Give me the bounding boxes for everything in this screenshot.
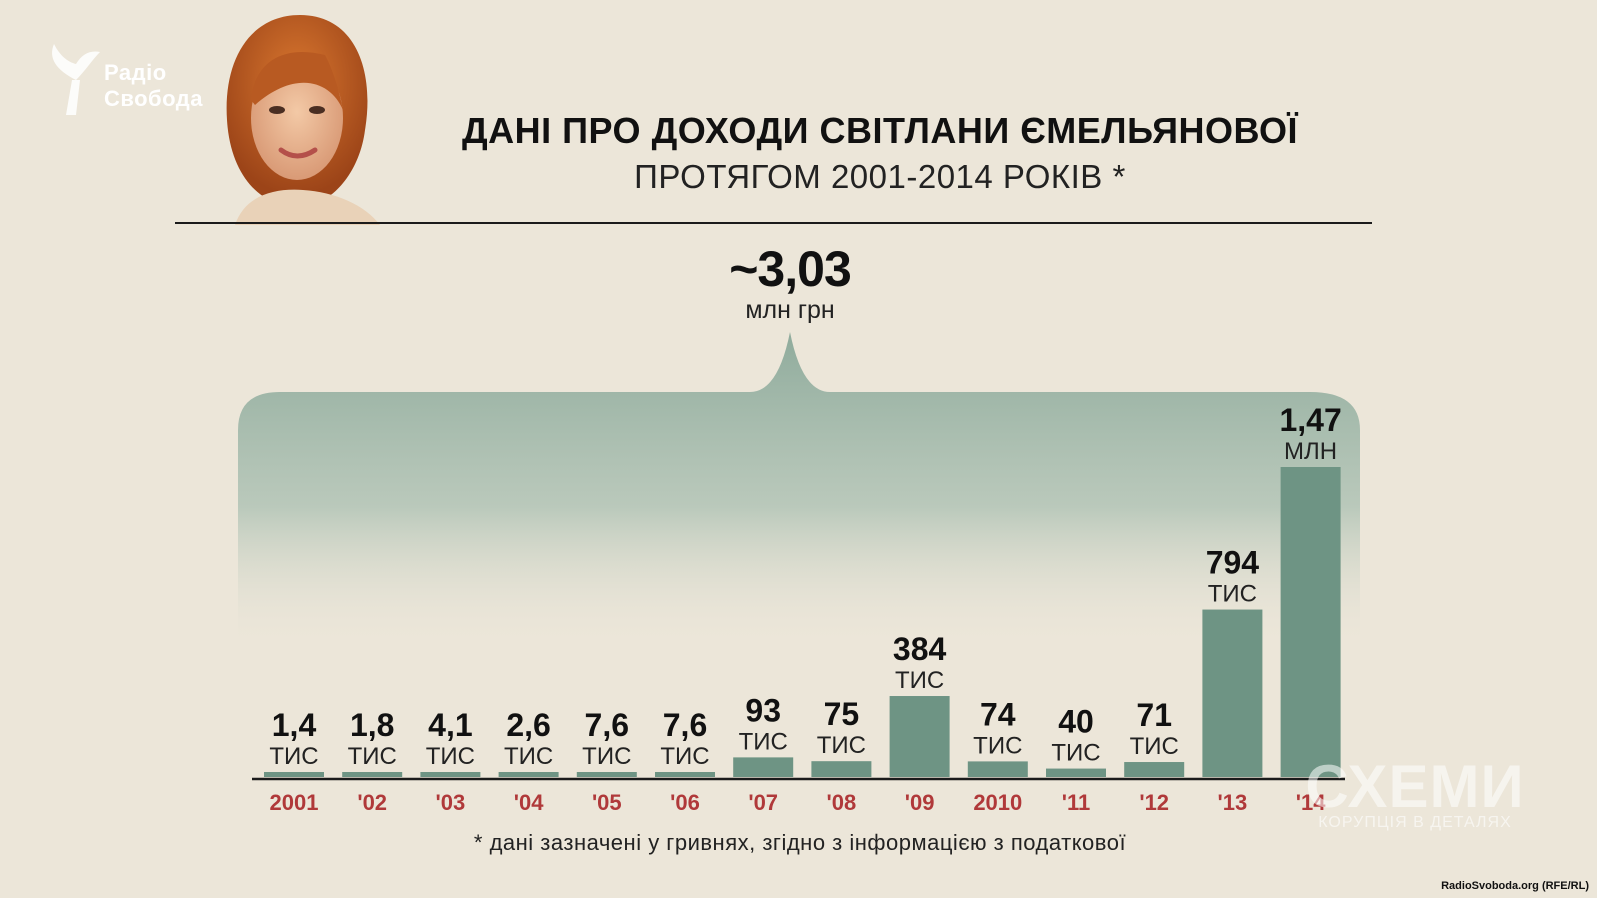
bar-value-label-8: 384 <box>893 631 947 667</box>
bar-unit-label-13: МЛН <box>1284 438 1337 465</box>
bar-value-label-0: 1,4 <box>272 707 317 743</box>
bar-value-label-3: 2,6 <box>506 707 550 743</box>
bar-unit-label-9: ТИС <box>973 732 1022 759</box>
bars-group: 1,4ТИС20011,8ТИС'024,1ТИС'032,6ТИС'047,6… <box>264 402 1342 815</box>
header-divider <box>175 222 1372 224</box>
x-tick-label-5: '06 <box>670 790 700 815</box>
logo-line1: Радіо <box>104 60 167 85</box>
total-unit: млн грн <box>745 296 835 324</box>
x-tick-label-8: '09 <box>905 790 935 815</box>
bar-unit-label-4: ТИС <box>582 743 631 770</box>
bar-unit-label-11: ТИС <box>1130 733 1179 760</box>
bar-9 <box>967 761 1028 777</box>
total-value: ~3,03 <box>729 241 852 297</box>
flame-icon <box>52 44 100 115</box>
bar-10 <box>1046 768 1106 777</box>
bar-value-label-2: 4,1 <box>428 707 472 743</box>
bar-unit-label-7: ТИС <box>817 732 866 759</box>
x-tick-label-1: '02 <box>357 790 387 815</box>
bar-4 <box>576 772 637 777</box>
bar-unit-label-1: ТИС <box>348 743 397 770</box>
bar-12 <box>1202 609 1263 777</box>
bar-value-label-10: 40 <box>1058 704 1094 740</box>
chart-title: ДАНІ ПРО ДОХОДИ СВІТЛАНИ ЄМЕЛЬЯНОВОЇ <box>462 110 1298 151</box>
bar-unit-label-12: ТИС <box>1208 581 1257 608</box>
schemy-watermark-subtitle: КОРУПЦІЯ В ДЕТАЛЯХ <box>1318 814 1512 831</box>
bar-unit-label-10: ТИС <box>1051 740 1100 767</box>
total-brace <box>238 332 1360 650</box>
bar-3 <box>498 772 559 777</box>
bar-unit-label-2: ТИС <box>426 743 475 770</box>
x-tick-label-2: '03 <box>436 790 466 815</box>
bar-value-label-11: 71 <box>1136 697 1172 733</box>
bar-7 <box>811 761 872 777</box>
logo-line2: Свобода <box>104 86 203 111</box>
x-tick-label-3: '04 <box>514 790 544 815</box>
x-tick-label-4: '05 <box>592 790 622 815</box>
x-tick-label-6: '07 <box>748 790 778 815</box>
bar-unit-label-0: ТИС <box>269 743 318 770</box>
x-tick-label-11: '12 <box>1139 790 1169 815</box>
bar-6 <box>733 757 794 777</box>
x-tick-label-12: '13 <box>1218 790 1248 815</box>
bar-0 <box>264 772 324 777</box>
bar-13 <box>1280 467 1341 777</box>
bar-5 <box>655 772 715 777</box>
logo-wordmark: Радіо Свобода <box>104 60 203 112</box>
bar-value-label-1: 1,8 <box>350 707 394 743</box>
x-tick-label-9: 2010 <box>973 790 1022 815</box>
bar-value-label-6: 93 <box>745 692 781 728</box>
bar-8 <box>889 696 950 777</box>
bar-value-label-9: 74 <box>980 696 1016 732</box>
bar-2 <box>420 772 481 777</box>
bar-value-label-5: 7,6 <box>663 707 707 743</box>
schemy-watermark-title: СХЕМИ <box>1305 753 1525 820</box>
x-tick-label-0: 2001 <box>270 790 319 815</box>
x-tick-label-7: '08 <box>827 790 857 815</box>
x-tick-label-13: '14 <box>1296 790 1326 815</box>
radio-svoboda-logo: Радіо Свобода <box>46 40 236 120</box>
portrait-image <box>226 15 380 225</box>
bar-unit-label-5: ТИС <box>660 743 709 770</box>
bar-unit-label-6: ТИС <box>739 728 788 755</box>
bar-11 <box>1124 762 1185 777</box>
x-tick-label-10: '11 <box>1062 790 1091 815</box>
bar-value-label-7: 75 <box>824 696 860 732</box>
bar-unit-label-3: ТИС <box>504 743 553 770</box>
bar-value-label-4: 7,6 <box>585 707 629 743</box>
bar-value-label-12: 794 <box>1206 545 1260 581</box>
bar-1 <box>342 772 403 777</box>
chart-subtitle: ПРОТЯГОМ 2001-2014 РОКІВ * <box>634 158 1126 195</box>
footnote: * дані зазначені у гривнях, згідно з інф… <box>473 830 1127 855</box>
source-credit: RadioSvoboda.org (RFE/RL) <box>1441 880 1589 892</box>
bar-unit-label-8: ТИС <box>895 667 944 694</box>
bar-value-label-13: 1,47 <box>1279 402 1341 438</box>
